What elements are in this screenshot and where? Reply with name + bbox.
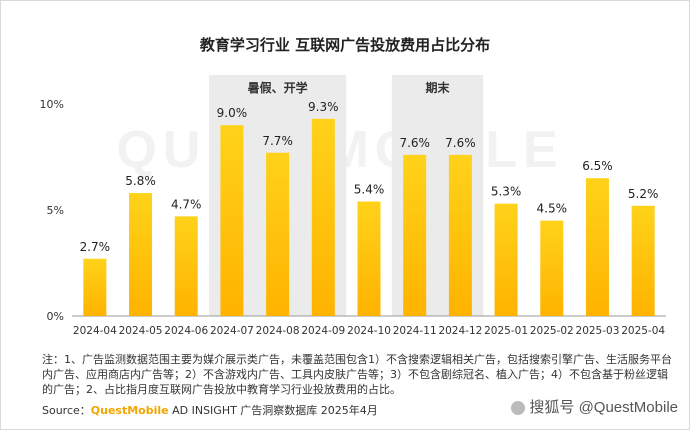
x-tick-label: 2024-04 (73, 325, 117, 337)
x-tick-label: 2025-01 (484, 325, 528, 337)
watermark: 搜狐号 @QuestMobile (511, 396, 678, 417)
data-label: 5.8% (125, 174, 156, 188)
bar (220, 125, 244, 316)
x-tick-label: 2024-06 (164, 325, 208, 337)
chart-title: 教育学习行业 互联网广告投放费用占比分布 (199, 36, 490, 54)
bar (448, 154, 472, 316)
bar (311, 118, 335, 316)
highlight-band-label: 暑假、开学 (248, 80, 308, 95)
bar (174, 216, 198, 316)
data-label: 7.6% (445, 136, 476, 150)
source-prefix: Source： (42, 404, 91, 417)
x-tick-label: 2025-03 (576, 325, 620, 337)
sohu-logo-icon (511, 401, 526, 416)
highlight-band-label: 期末 (426, 80, 451, 95)
y-tick-label: 5% (47, 204, 64, 217)
bar (494, 203, 518, 316)
x-tick-label: 2024-08 (256, 325, 300, 337)
footnote: 注：1、广告监测数据范围主要为媒介展示类广告，未覆盖范围包含1）不含搜索逻辑相关… (42, 353, 672, 396)
bar (403, 154, 427, 316)
bar (129, 193, 153, 316)
bar (83, 258, 107, 316)
data-label: 7.6% (399, 136, 430, 150)
y-tick-label: 10% (40, 98, 64, 111)
y-tick-label: 0% (47, 310, 64, 323)
x-tick-label: 2024-12 (438, 325, 482, 337)
data-label: 4.7% (171, 197, 202, 211)
data-label: 9.0% (217, 106, 248, 120)
bar (585, 178, 609, 316)
bar (266, 152, 290, 316)
data-label: 6.5% (582, 159, 613, 173)
x-tick-label: 2024-05 (119, 325, 163, 337)
watermark-text: @QuestMobile (578, 399, 678, 416)
x-tick-label: 2025-04 (621, 325, 665, 337)
x-tick-label: 2024-10 (347, 325, 391, 337)
x-tick-label: 2024-11 (393, 325, 437, 337)
x-tick-label: 2025-02 (530, 325, 574, 337)
data-label: 5.2% (628, 187, 659, 201)
bar-chart: 教育学习行业 互联网广告投放费用占比分布 暑假、开学 期末 0% 5% 10% 2.7… (40, 36, 666, 337)
bar (357, 201, 381, 316)
watermark-logo-text: 搜狐号 (529, 399, 575, 416)
data-label: 7.7% (262, 134, 293, 148)
data-label: 5.4% (354, 183, 385, 197)
x-tick-label: 2024-07 (210, 325, 254, 337)
bar (631, 205, 655, 316)
source-line: Source：QuestMobile AD INSIGHT 广告洞察数据库 20… (42, 402, 378, 418)
x-tick-label: 2024-09 (301, 325, 345, 337)
data-label: 9.3% (308, 100, 339, 114)
data-label: 4.5% (537, 202, 568, 216)
source-rest: AD INSIGHT 广告洞察数据库 2025年4月 (168, 404, 378, 417)
bar (540, 220, 564, 316)
data-label: 5.3% (491, 185, 522, 199)
data-label: 2.7% (80, 240, 111, 254)
source-brand: QuestMobile (90, 404, 169, 417)
